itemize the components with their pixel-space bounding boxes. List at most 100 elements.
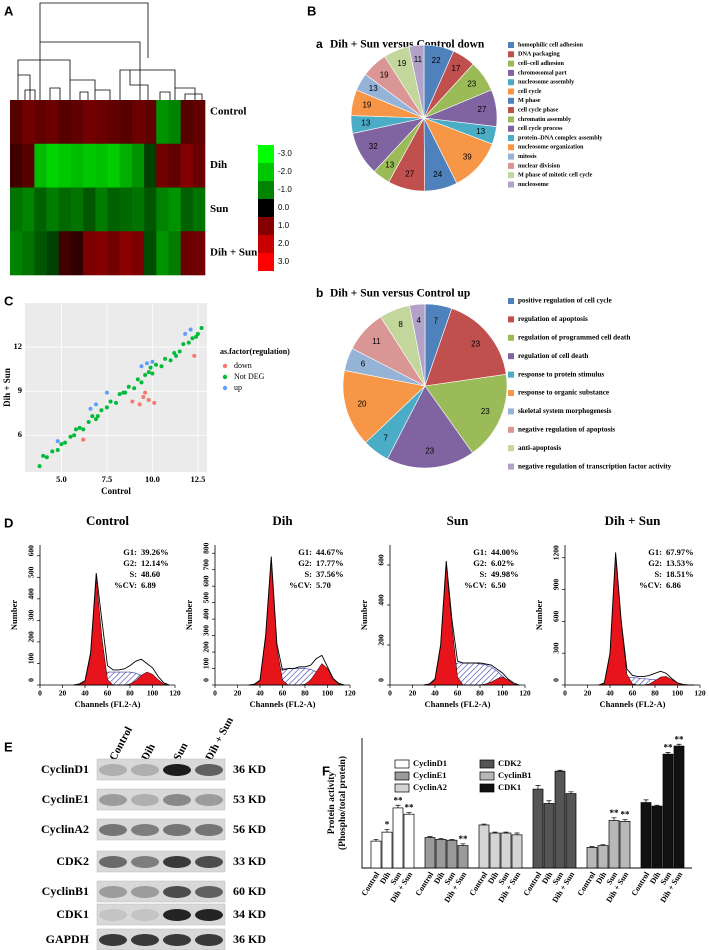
x-tick-label: Control bbox=[468, 870, 490, 898]
heatmap-cell bbox=[70, 187, 84, 232]
flow-histogram bbox=[598, 552, 695, 686]
y-tick-label: 700 bbox=[202, 559, 211, 571]
scatter-point bbox=[68, 434, 73, 439]
scatter-point bbox=[150, 371, 155, 376]
legend-label: nuclear division bbox=[518, 162, 561, 169]
y-axis-label: Number bbox=[359, 600, 369, 630]
heatmap-cell bbox=[144, 143, 157, 188]
blot-band bbox=[163, 886, 191, 898]
legend-label: cell–cell adhesion bbox=[518, 60, 564, 67]
bar bbox=[565, 793, 577, 869]
y-tick-label: 400 bbox=[377, 594, 386, 606]
heatmap-cell bbox=[83, 100, 96, 145]
legend-swatch bbox=[394, 783, 410, 793]
heatmap-cell bbox=[22, 143, 35, 188]
heatmap-cell bbox=[46, 100, 60, 145]
legend-label: CyclinB1 bbox=[498, 770, 532, 780]
colorbar-step bbox=[258, 181, 274, 199]
scatter-point bbox=[141, 395, 146, 400]
stat-label: G1: bbox=[123, 547, 137, 557]
blot-band bbox=[163, 824, 191, 836]
panel-label: E bbox=[4, 739, 13, 754]
legend-swatch bbox=[508, 371, 514, 378]
legend-label: nucleosome organization bbox=[518, 144, 584, 151]
bar bbox=[608, 820, 620, 869]
y-tick-label: 0 bbox=[377, 678, 386, 682]
stat-label: %CV: bbox=[639, 580, 662, 590]
x-tick-label: Control bbox=[360, 870, 382, 898]
heatmap-cell bbox=[70, 143, 84, 188]
x-tick-label: Control bbox=[630, 870, 652, 898]
slice-label: 23 bbox=[471, 339, 480, 348]
size-label: 53 KD bbox=[233, 792, 266, 806]
y-tick-label: 300 bbox=[202, 625, 211, 637]
heatmap-cell bbox=[58, 231, 72, 276]
scatter-point bbox=[104, 405, 109, 410]
blot-band bbox=[131, 794, 159, 806]
heatmap-cell bbox=[131, 100, 145, 145]
heatmap-cell bbox=[168, 143, 181, 188]
legend-swatch bbox=[508, 162, 514, 169]
bar bbox=[651, 805, 663, 869]
x-tick-label: 5.0 bbox=[56, 474, 67, 484]
column-label: Control bbox=[107, 725, 135, 763]
scatter-point bbox=[44, 455, 49, 460]
heatmap-cell bbox=[119, 231, 133, 276]
y-axis-label: Protein activity bbox=[327, 772, 337, 835]
heatmap-cell bbox=[83, 187, 96, 232]
scatter-point bbox=[59, 442, 64, 447]
legend-swatch bbox=[479, 771, 495, 781]
scatter-point bbox=[139, 380, 144, 385]
heatmap-cell bbox=[156, 143, 169, 188]
legend-label: DNA packaging bbox=[518, 51, 561, 58]
axes bbox=[361, 738, 692, 869]
legend-label: cell cycle phase bbox=[518, 107, 558, 114]
blot-band bbox=[99, 794, 127, 806]
heatmap-cell bbox=[180, 231, 194, 276]
legend-label: negative regulation of transcription fac… bbox=[518, 462, 672, 470]
scatter-point bbox=[81, 427, 86, 432]
heatmap-cell bbox=[119, 100, 133, 145]
legend-label: CyclinD1 bbox=[413, 758, 447, 768]
slice-label: 7 bbox=[434, 316, 439, 325]
slice-label: 19 bbox=[362, 101, 371, 110]
heatmap-cell bbox=[168, 231, 181, 276]
legend-label: cell cycle bbox=[518, 88, 542, 95]
y-tick-label: 0 bbox=[27, 678, 36, 682]
scatter-point bbox=[104, 390, 109, 395]
x-tick-label: 100 bbox=[147, 689, 159, 698]
bar bbox=[543, 803, 555, 869]
heatmap-cell bbox=[107, 231, 120, 276]
significance: ** bbox=[664, 742, 674, 752]
significance: ** bbox=[394, 795, 404, 805]
y-tick-label: 600 bbox=[202, 575, 211, 587]
y-tick-label: 500 bbox=[27, 566, 36, 578]
legend-label: M phase bbox=[518, 97, 541, 104]
x-tick-label: Control bbox=[414, 870, 436, 898]
size-label: 36 KD bbox=[233, 932, 266, 946]
scatter-point bbox=[139, 364, 144, 369]
legend-label: protein–DNA complex assembly bbox=[518, 134, 603, 141]
heatmap-cell bbox=[119, 187, 133, 232]
scatter-point bbox=[114, 400, 118, 405]
scatter-point bbox=[77, 425, 82, 430]
heatmap-cell bbox=[34, 143, 47, 188]
stat-value: 6.02% bbox=[491, 558, 514, 568]
stat-label: S: bbox=[654, 569, 662, 579]
heatmap-cell bbox=[83, 231, 96, 276]
heatmap-cell bbox=[34, 231, 47, 276]
colorbar-step bbox=[258, 253, 274, 271]
scatter-point bbox=[63, 440, 68, 445]
slice-label: 23 bbox=[425, 447, 434, 456]
scatter-point bbox=[152, 400, 157, 405]
blot-band bbox=[131, 886, 159, 898]
legend-swatch bbox=[479, 759, 495, 769]
size-label: 60 KD bbox=[233, 884, 266, 898]
blot-strip bbox=[96, 903, 226, 926]
legend-label: anti-apoptosis bbox=[518, 444, 561, 452]
scatter-point bbox=[192, 353, 197, 358]
error-bar bbox=[589, 846, 595, 848]
legend-label: CDK1 bbox=[498, 782, 521, 792]
scatter-point bbox=[183, 331, 188, 336]
